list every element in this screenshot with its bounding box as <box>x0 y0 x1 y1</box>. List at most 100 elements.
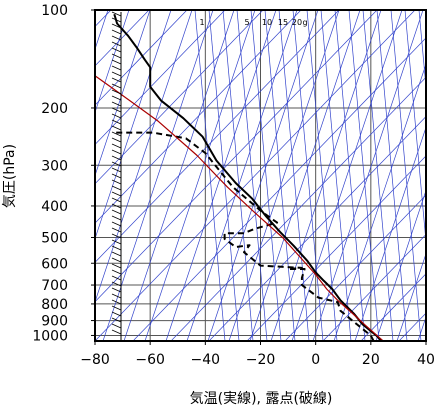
wind-barb <box>111 83 122 89</box>
wind-barb <box>111 47 122 53</box>
y-tick-label: 700 <box>41 278 68 294</box>
guide-line <box>360 273 426 341</box>
wind-barb <box>111 329 122 335</box>
x-tick-label: −80 <box>80 352 110 368</box>
wind-barb <box>111 41 122 47</box>
guide-line <box>264 10 296 341</box>
wind-barb <box>111 77 122 83</box>
wind-barb <box>111 203 122 209</box>
wind-barb <box>111 65 122 71</box>
series-group <box>95 13 384 341</box>
mixing-ratio-label: g <box>302 18 307 27</box>
wind-barb <box>111 53 122 59</box>
guide-line <box>376 10 408 341</box>
guide-line <box>320 10 352 341</box>
wind-barb <box>111 215 122 221</box>
wind-barb <box>111 293 122 299</box>
y-tick-label: 800 <box>41 297 68 313</box>
y-tick-label: 900 <box>41 314 68 330</box>
guide-line <box>375 189 426 341</box>
guide-line <box>170 76 426 341</box>
y-axis-label: 気圧(hPa) <box>2 144 18 208</box>
guide-line <box>165 10 277 341</box>
y-tick-label: 100 <box>41 3 68 19</box>
guide-line <box>396 252 426 341</box>
guide-line <box>95 10 188 106</box>
wind-barb <box>111 59 122 65</box>
x-tick-label: −20 <box>246 352 276 368</box>
wind-barb <box>111 101 122 107</box>
x-tick-label: 40 <box>417 352 435 368</box>
wind-barb <box>111 269 122 275</box>
wind-barb <box>111 221 122 227</box>
wind-barb <box>111 245 122 251</box>
guide-line <box>132 37 426 341</box>
wind-barb <box>111 197 122 203</box>
guide-line <box>95 10 340 263</box>
mixing-ratio-label: 1 <box>199 18 204 27</box>
wind-barb <box>111 17 122 23</box>
guide-line <box>186 10 298 341</box>
wind-barb <box>111 155 122 161</box>
series-dewpoint <box>114 131 375 341</box>
wind-barb <box>111 71 122 77</box>
guide-line <box>291 10 403 341</box>
wind-barb <box>111 11 122 17</box>
series-reference <box>95 75 384 341</box>
guide-line <box>348 10 380 341</box>
guide-line <box>95 10 226 145</box>
guide-line <box>250 10 282 341</box>
series-temperature <box>113 13 383 341</box>
guide-line <box>95 10 130 114</box>
guide-line <box>306 10 338 341</box>
guide-line <box>95 10 264 185</box>
guide-line <box>362 10 394 341</box>
wind-barb <box>111 137 122 143</box>
mixing-ratio-label: 10 <box>262 18 272 27</box>
wind-barb <box>111 251 122 257</box>
guide-line <box>95 10 150 67</box>
wind-barb <box>111 89 122 95</box>
x-tick-label: 20 <box>362 352 380 368</box>
wind-barb <box>111 227 122 233</box>
wind-barb <box>111 167 122 173</box>
guide-line <box>292 10 324 341</box>
guide-line <box>354 126 426 341</box>
wind-barb <box>111 317 122 323</box>
wind-barb <box>111 311 122 317</box>
guide-line <box>249 10 361 341</box>
wind-barb <box>111 149 122 155</box>
wind-barb <box>111 113 122 119</box>
x-tick-label: 0 <box>311 352 320 368</box>
wind-barb <box>111 161 122 167</box>
guide-lines <box>95 10 426 341</box>
wind-barb <box>111 143 122 149</box>
y-tick-label: 600 <box>41 256 68 272</box>
guide-line <box>333 63 426 341</box>
wind-barb <box>111 323 122 329</box>
x-tick-label: −60 <box>135 352 165 368</box>
wind-barb <box>111 305 122 311</box>
wind-barb <box>111 173 122 179</box>
guide-line <box>194 10 226 341</box>
wind-barb <box>111 23 122 29</box>
guide-line <box>207 10 319 341</box>
guide-line <box>322 233 426 341</box>
guide-line <box>334 10 366 341</box>
mixing-ratio-label: 15 <box>278 18 288 27</box>
wind-barb <box>111 263 122 269</box>
guide-line <box>95 10 302 224</box>
wind-barb <box>111 35 122 41</box>
wind-barb <box>111 95 122 101</box>
wind-barb <box>111 131 122 137</box>
wind-barbs <box>111 11 122 341</box>
y-tick-label: 300 <box>41 158 68 174</box>
guide-line <box>284 194 426 341</box>
guide-line <box>144 10 256 341</box>
mixing-ratio-labels: 1 5 10 15 20 g <box>199 18 307 27</box>
guide-line <box>278 10 310 341</box>
guide-line <box>390 10 422 341</box>
